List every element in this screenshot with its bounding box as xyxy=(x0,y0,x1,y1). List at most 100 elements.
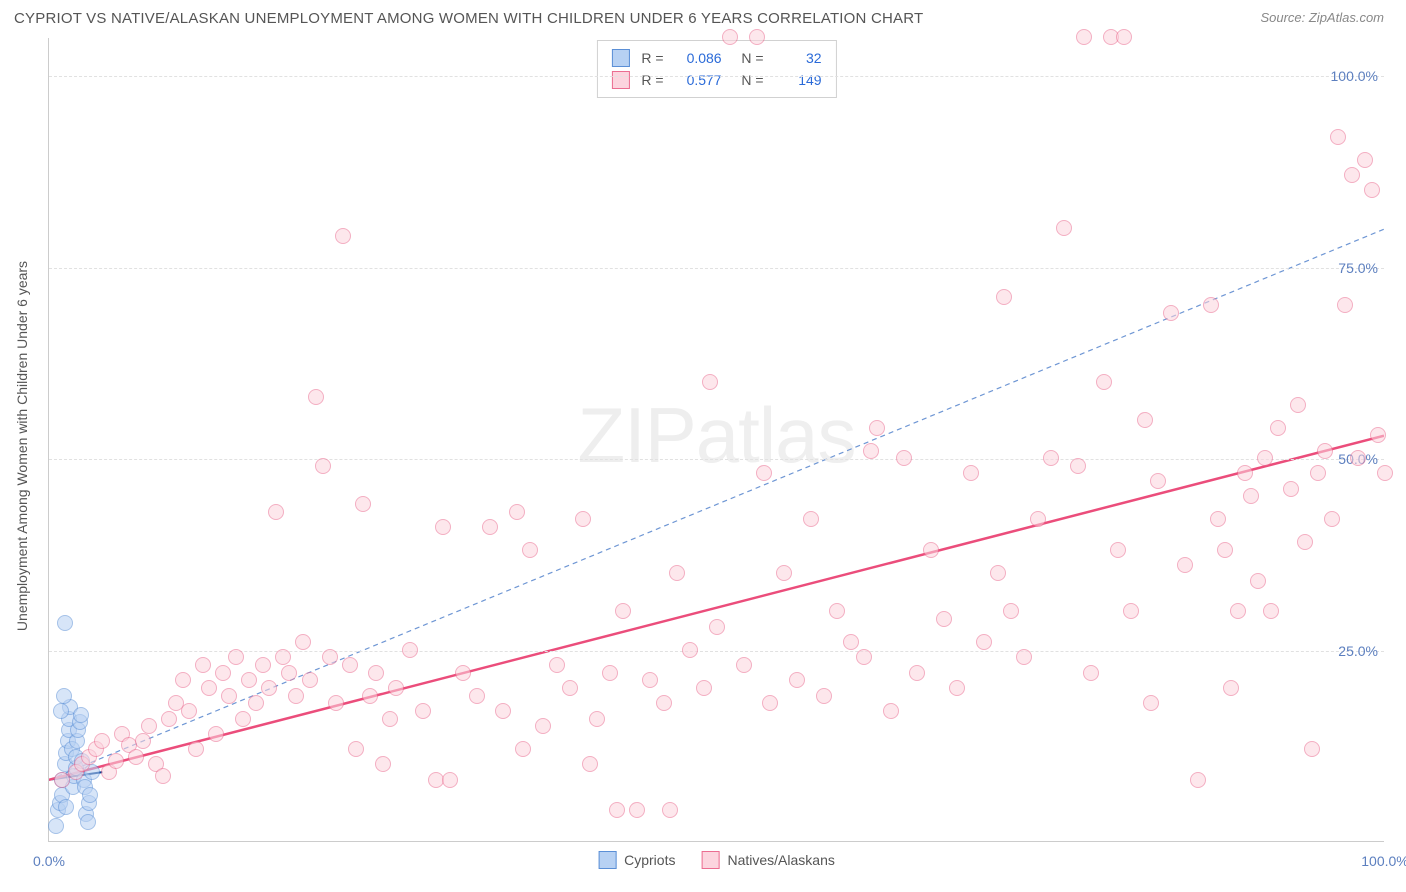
legend-item-cypriots: Cypriots xyxy=(598,851,675,869)
data-point xyxy=(382,711,398,727)
data-point xyxy=(869,420,885,436)
n-value: 32 xyxy=(770,47,822,69)
data-point xyxy=(515,741,531,757)
data-point xyxy=(615,603,631,619)
data-point xyxy=(1123,603,1139,619)
data-point xyxy=(749,29,765,45)
data-point xyxy=(803,511,819,527)
data-point xyxy=(669,565,685,581)
data-point xyxy=(368,665,384,681)
data-point xyxy=(295,634,311,650)
data-point xyxy=(562,680,578,696)
data-point xyxy=(1350,450,1366,466)
data-point xyxy=(682,642,698,658)
r-label: R = xyxy=(641,69,663,91)
watermark: ZIPatlas xyxy=(577,389,855,480)
data-point xyxy=(1076,29,1092,45)
data-point xyxy=(816,688,832,704)
data-point xyxy=(602,665,618,681)
gridline xyxy=(49,651,1384,652)
data-point xyxy=(482,519,498,535)
data-point xyxy=(923,542,939,558)
n-label: N = xyxy=(734,47,764,69)
data-point xyxy=(522,542,538,558)
data-point xyxy=(762,695,778,711)
data-point xyxy=(535,718,551,734)
data-point xyxy=(1016,649,1032,665)
data-point xyxy=(702,374,718,390)
data-point xyxy=(82,787,98,803)
data-point xyxy=(375,756,391,772)
data-point xyxy=(609,802,625,818)
data-point xyxy=(1210,511,1226,527)
data-point xyxy=(1283,481,1299,497)
data-point xyxy=(195,657,211,673)
data-point xyxy=(1203,297,1219,313)
data-point xyxy=(261,680,277,696)
data-point xyxy=(1003,603,1019,619)
data-point xyxy=(1110,542,1126,558)
data-point xyxy=(48,818,64,834)
data-point xyxy=(108,753,124,769)
data-point xyxy=(1330,129,1346,145)
data-point xyxy=(776,565,792,581)
data-point xyxy=(949,680,965,696)
data-point xyxy=(1223,680,1239,696)
legend-label: Natives/Alaskans xyxy=(727,852,834,868)
r-value: 0.577 xyxy=(670,69,722,91)
data-point xyxy=(1237,465,1253,481)
data-point xyxy=(1370,427,1386,443)
data-point xyxy=(843,634,859,650)
data-point xyxy=(415,703,431,719)
legend-item-natives: Natives/Alaskans xyxy=(701,851,834,869)
data-point xyxy=(863,443,879,459)
data-point xyxy=(442,772,458,788)
data-point xyxy=(1163,305,1179,321)
data-point xyxy=(936,611,952,627)
data-point xyxy=(1056,220,1072,236)
chart-title: CYPRIOT VS NATIVE/ALASKAN UNEMPLOYMENT A… xyxy=(14,10,923,27)
data-point xyxy=(221,688,237,704)
data-point xyxy=(248,695,264,711)
stats-legend: R = 0.086 N = 32 R = 0.577 N = 149 xyxy=(596,40,836,98)
x-tick-label: 0.0% xyxy=(33,853,65,869)
swatch-icon xyxy=(611,49,629,67)
data-point xyxy=(1337,297,1353,313)
y-axis-label: Unemployment Among Women with Children U… xyxy=(14,261,30,631)
data-point xyxy=(241,672,257,688)
data-point xyxy=(1116,29,1132,45)
data-point xyxy=(308,389,324,405)
data-point xyxy=(896,450,912,466)
data-point xyxy=(1270,420,1286,436)
gridline xyxy=(49,76,1384,77)
data-point xyxy=(1317,443,1333,459)
data-point xyxy=(1150,473,1166,489)
data-point xyxy=(1250,573,1266,589)
data-point xyxy=(1257,450,1273,466)
data-point xyxy=(1263,603,1279,619)
data-point xyxy=(1043,450,1059,466)
y-tick-label: 100.0% xyxy=(1331,68,1378,84)
data-point xyxy=(549,657,565,673)
data-point xyxy=(181,703,197,719)
data-point xyxy=(355,496,371,512)
data-point xyxy=(188,741,204,757)
data-point xyxy=(736,657,752,673)
data-point xyxy=(582,756,598,772)
n-value: 149 xyxy=(770,69,822,91)
data-point xyxy=(348,741,364,757)
data-point xyxy=(963,465,979,481)
data-point xyxy=(402,642,418,658)
data-point xyxy=(990,565,1006,581)
data-point xyxy=(1177,557,1193,573)
gridline xyxy=(49,268,1384,269)
data-point xyxy=(73,707,89,723)
data-point xyxy=(275,649,291,665)
data-point xyxy=(856,649,872,665)
data-point xyxy=(509,504,525,520)
data-point xyxy=(1243,488,1259,504)
series-legend: Cypriots Natives/Alaskans xyxy=(598,851,835,869)
data-point xyxy=(155,768,171,784)
data-point xyxy=(1324,511,1340,527)
data-point xyxy=(1344,167,1360,183)
